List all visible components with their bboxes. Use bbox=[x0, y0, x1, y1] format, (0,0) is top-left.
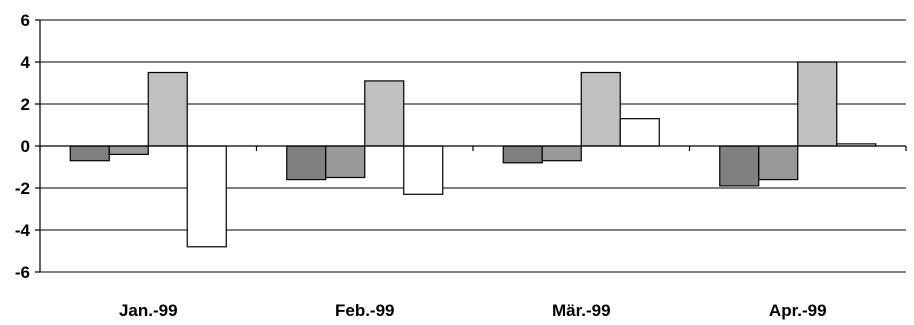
x-category-label: Jan.-99 bbox=[119, 301, 178, 320]
bar bbox=[325, 145, 366, 179]
bar bbox=[108, 145, 149, 155]
bars bbox=[69, 61, 877, 248]
bar bbox=[147, 71, 188, 147]
bar bbox=[619, 118, 660, 147]
x-category-label: Apr.-99 bbox=[769, 301, 827, 320]
y-tick-label: -4 bbox=[15, 221, 31, 240]
bar bbox=[797, 61, 838, 147]
bar bbox=[580, 71, 621, 147]
y-tick-label: -6 bbox=[15, 263, 30, 282]
bar bbox=[719, 145, 760, 187]
bar bbox=[364, 80, 405, 147]
bar bbox=[758, 145, 799, 181]
y-tick-labels: -6 -4 -2 0 2 4 6 bbox=[15, 11, 31, 282]
bar bbox=[403, 145, 444, 195]
bar bbox=[541, 145, 582, 162]
y-tick-label: -2 bbox=[15, 179, 30, 198]
bar bbox=[502, 145, 543, 164]
y-tick-label: 4 bbox=[21, 53, 31, 72]
y-tick-label: 6 bbox=[21, 11, 30, 30]
bar bbox=[186, 145, 227, 248]
bar bbox=[69, 145, 110, 162]
x-category-label: Mär.-99 bbox=[552, 301, 611, 320]
x-category-labels: Jan.-99 Feb.-99 Mär.-99 Apr.-99 bbox=[119, 301, 827, 320]
y-tick-label: 2 bbox=[21, 95, 30, 114]
y-tick-label: 0 bbox=[21, 137, 30, 156]
x-category-label: Feb.-99 bbox=[335, 301, 395, 320]
bar bbox=[286, 145, 327, 181]
axes bbox=[35, 19, 907, 273]
